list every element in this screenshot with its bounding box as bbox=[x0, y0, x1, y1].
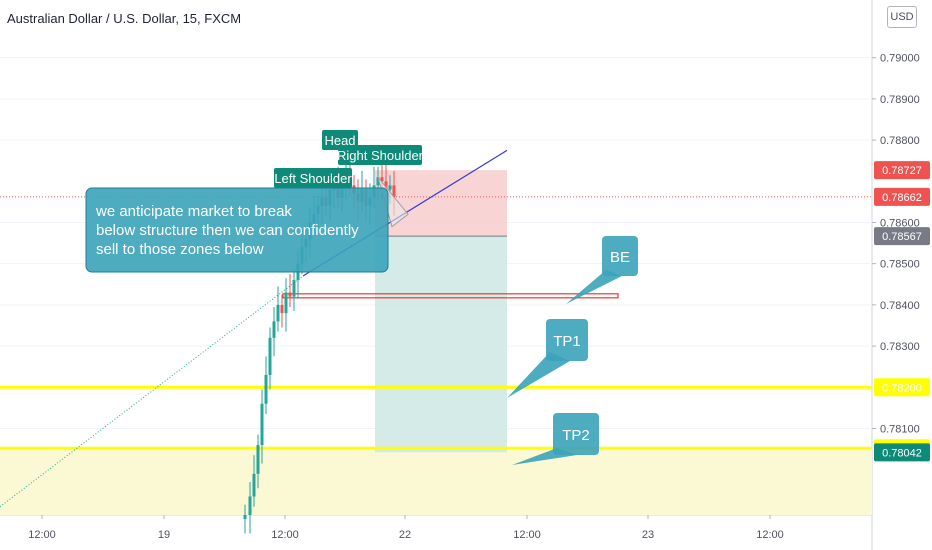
callout-label: BE bbox=[610, 249, 630, 266]
candle-body bbox=[256, 444, 260, 474]
price-badge bbox=[874, 227, 930, 246]
analysis-note-box[interactable] bbox=[85, 187, 389, 273]
break-even-box[interactable] bbox=[282, 293, 619, 299]
y-tick-label: 0.78500 bbox=[880, 259, 920, 271]
candle-body bbox=[248, 496, 252, 515]
x-tick-label: 12:00 bbox=[513, 529, 541, 541]
note-line: below structure then we can confidently bbox=[96, 222, 359, 239]
callout-box[interactable] bbox=[546, 319, 588, 361]
callout-pointer bbox=[566, 270, 622, 304]
candle-body bbox=[284, 292, 288, 314]
currency-button[interactable]: USD bbox=[887, 6, 917, 28]
trendline-extension bbox=[0, 275, 304, 508]
price-badge-text: 0.78662 bbox=[882, 192, 922, 204]
price-badge-text: 0.78042 bbox=[882, 447, 922, 459]
pattern-label-text: Left Shoulder bbox=[274, 171, 352, 186]
callout-box[interactable] bbox=[553, 413, 599, 455]
y-tick-label: 0.78100 bbox=[880, 423, 920, 435]
candle-body bbox=[392, 185, 396, 197]
y-tick-label: 0.78600 bbox=[880, 217, 920, 229]
pattern-label[interactable] bbox=[274, 168, 352, 188]
y-tick-label: 0.78800 bbox=[880, 135, 920, 147]
candle-body bbox=[384, 181, 388, 190]
candle-body bbox=[272, 321, 276, 338]
note-line: sell to those zones below bbox=[96, 241, 264, 258]
x-tick-label: 19 bbox=[158, 529, 170, 541]
callout-pointer bbox=[507, 352, 570, 398]
price-badge-text: 0.78727 bbox=[882, 165, 922, 177]
candle-body bbox=[388, 185, 392, 190]
candle-body bbox=[260, 403, 264, 445]
y-tick-label: 0.78900 bbox=[880, 94, 920, 106]
candle-body bbox=[252, 473, 256, 497]
y-tick-label: 0.79000 bbox=[880, 53, 920, 65]
candle-body bbox=[276, 304, 280, 322]
x-tick-label: 22 bbox=[399, 529, 411, 541]
y-tick-label: 0.78400 bbox=[880, 300, 920, 312]
candle-body bbox=[380, 177, 384, 182]
price-badge bbox=[874, 187, 930, 206]
candle-body bbox=[288, 292, 292, 297]
x-tick-label: 12:00 bbox=[28, 529, 56, 541]
price-badge bbox=[874, 378, 930, 397]
note-line: we anticipate market to break bbox=[95, 203, 292, 220]
support-zone-shade bbox=[0, 448, 872, 515]
price-badge-text: 0.78567 bbox=[882, 231, 922, 243]
candle-body bbox=[243, 515, 247, 520]
y-tick-label: 0.78300 bbox=[880, 341, 920, 353]
candle-body bbox=[268, 337, 272, 375]
x-tick-label: 12:00 bbox=[756, 529, 784, 541]
chart-title: Australian Dollar / U.S. Dollar, 15, FXC… bbox=[7, 11, 242, 26]
take-profit-zone[interactable] bbox=[375, 236, 507, 453]
price-badge bbox=[874, 443, 930, 462]
pattern-label-text: Right Shoulder bbox=[337, 148, 424, 163]
candle-body bbox=[292, 280, 296, 297]
price-badge-text: 0.78200 bbox=[882, 382, 922, 394]
pattern-label[interactable] bbox=[338, 145, 422, 165]
pattern-label-text: Head bbox=[324, 133, 355, 148]
callout-label: TP1 bbox=[553, 333, 581, 350]
x-tick-label: 12:00 bbox=[271, 529, 299, 541]
candle-body bbox=[264, 374, 268, 404]
price-badge bbox=[874, 161, 930, 180]
callout-box[interactable] bbox=[602, 236, 638, 276]
callout-label: TP2 bbox=[562, 427, 590, 444]
x-tick-label: 23 bbox=[642, 529, 654, 541]
candle-body bbox=[376, 177, 380, 186]
candle-body bbox=[280, 304, 284, 314]
